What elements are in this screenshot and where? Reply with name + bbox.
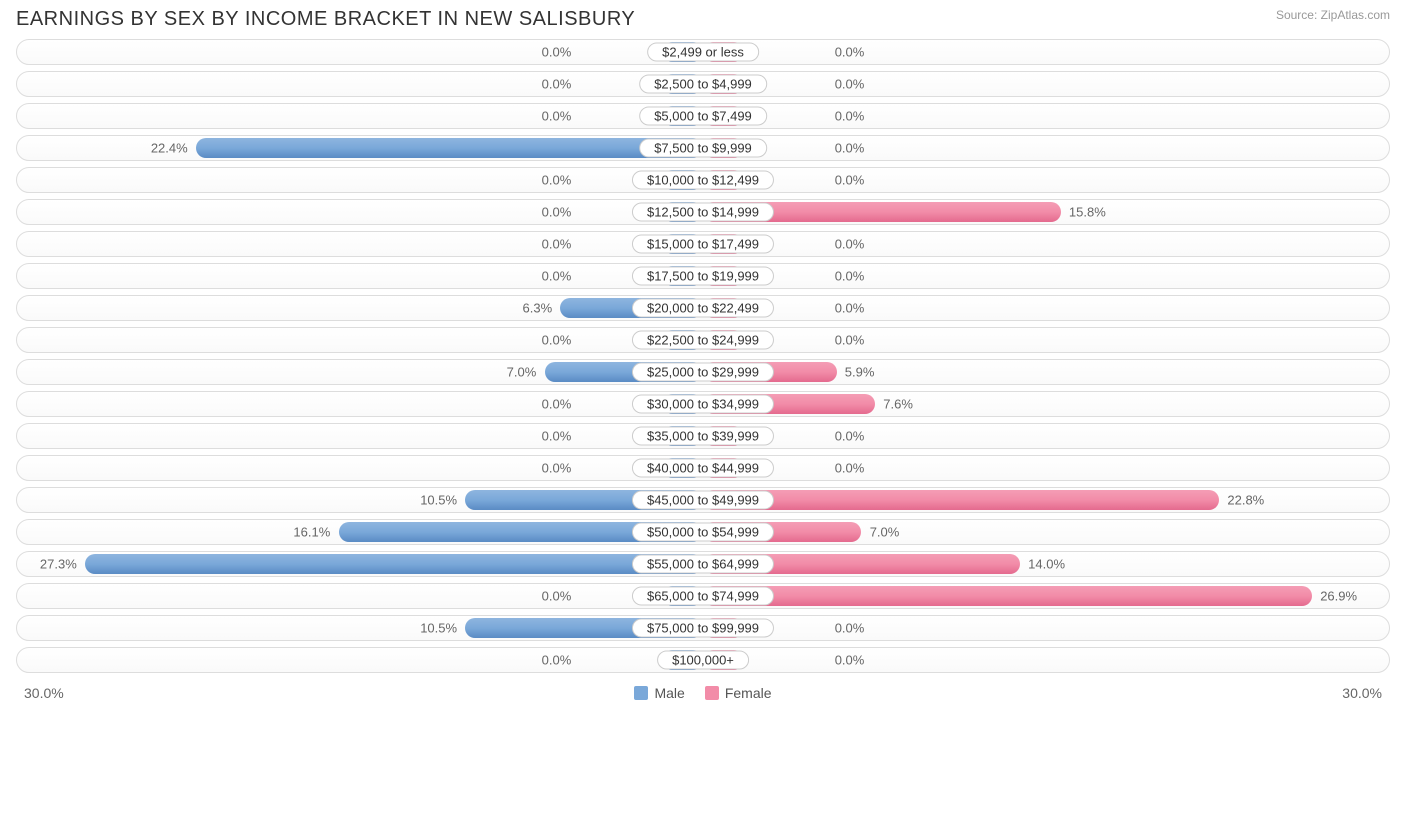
female-value: 5.9% xyxy=(845,365,875,380)
chart-row: $5,000 to $7,499 0.0% 0.0% xyxy=(16,103,1390,129)
chart-row: $35,000 to $39,999 0.0% 0.0% xyxy=(16,423,1390,449)
category-label: $15,000 to $17,499 xyxy=(632,235,774,254)
chart-row: $15,000 to $17,499 0.0% 0.0% xyxy=(16,231,1390,257)
chart-row: $40,000 to $44,999 0.0% 0.0% xyxy=(16,455,1390,481)
chart-row: $17,500 to $19,999 0.0% 0.0% xyxy=(16,263,1390,289)
female-value: 0.0% xyxy=(835,461,865,476)
legend-item: Male xyxy=(634,685,684,701)
female-value: 0.0% xyxy=(835,621,865,636)
category-label: $10,000 to $12,499 xyxy=(632,171,774,190)
male-value: 0.0% xyxy=(542,653,572,668)
category-label: $65,000 to $74,999 xyxy=(632,587,774,606)
chart-row: $25,000 to $29,999 7.0% 5.9% xyxy=(16,359,1390,385)
chart-row: $2,499 or less 0.0% 0.0% xyxy=(16,39,1390,65)
chart-row: $75,000 to $99,999 10.5% 0.0% xyxy=(16,615,1390,641)
category-label: $55,000 to $64,999 xyxy=(632,555,774,574)
legend-item: Female xyxy=(705,685,772,701)
axis-max-left: 30.0% xyxy=(24,685,64,701)
male-value: 0.0% xyxy=(542,589,572,604)
female-value: 22.8% xyxy=(1227,493,1264,508)
female-value: 0.0% xyxy=(835,269,865,284)
female-value: 0.0% xyxy=(835,77,865,92)
chart-source: Source: ZipAtlas.com xyxy=(1276,8,1390,22)
male-value: 0.0% xyxy=(542,461,572,476)
male-value: 0.0% xyxy=(542,205,572,220)
female-value: 26.9% xyxy=(1320,589,1357,604)
category-label: $2,499 or less xyxy=(647,43,759,62)
female-value: 0.0% xyxy=(835,237,865,252)
legend-swatch xyxy=(634,686,648,700)
category-label: $7,500 to $9,999 xyxy=(639,139,767,158)
female-value: 0.0% xyxy=(835,301,865,316)
male-value: 0.0% xyxy=(542,45,572,60)
chart-row: $2,500 to $4,999 0.0% 0.0% xyxy=(16,71,1390,97)
male-value: 0.0% xyxy=(542,109,572,124)
chart-area: $2,499 or less 0.0% 0.0% $2,500 to $4,999 0.… xyxy=(0,35,1406,673)
female-value: 7.6% xyxy=(883,397,913,412)
category-label: $2,500 to $4,999 xyxy=(639,75,767,94)
chart-row: $55,000 to $64,999 27.3% 14.0% xyxy=(16,551,1390,577)
female-value: 15.8% xyxy=(1069,205,1106,220)
female-bar xyxy=(703,586,1312,606)
female-value: 0.0% xyxy=(835,45,865,60)
male-value: 6.3% xyxy=(523,301,553,316)
axis-max-right: 30.0% xyxy=(1342,685,1382,701)
male-value: 16.1% xyxy=(293,525,330,540)
legend-label: Female xyxy=(725,685,772,701)
chart-row: $7,500 to $9,999 22.4% 0.0% xyxy=(16,135,1390,161)
female-value: 0.0% xyxy=(835,429,865,444)
category-label: $22,500 to $24,999 xyxy=(632,331,774,350)
category-label: $35,000 to $39,999 xyxy=(632,427,774,446)
category-label: $12,500 to $14,999 xyxy=(632,203,774,222)
male-value: 0.0% xyxy=(542,269,572,284)
legend: Male Female xyxy=(634,685,771,701)
male-value: 0.0% xyxy=(542,77,572,92)
chart-title: EARNINGS BY SEX BY INCOME BRACKET IN NEW… xyxy=(16,8,635,31)
category-label: $40,000 to $44,999 xyxy=(632,459,774,478)
chart-row: $100,000+ 0.0% 0.0% xyxy=(16,647,1390,673)
female-value: 0.0% xyxy=(835,173,865,188)
chart-row: $45,000 to $49,999 10.5% 22.8% xyxy=(16,487,1390,513)
category-label: $100,000+ xyxy=(657,651,749,670)
chart-row: $50,000 to $54,999 16.1% 7.0% xyxy=(16,519,1390,545)
female-bar xyxy=(703,490,1219,510)
legend-label: Male xyxy=(654,685,684,701)
female-value: 0.0% xyxy=(835,333,865,348)
male-value: 0.0% xyxy=(542,173,572,188)
male-value: 0.0% xyxy=(542,237,572,252)
category-label: $17,500 to $19,999 xyxy=(632,267,774,286)
male-value: 22.4% xyxy=(151,141,188,156)
female-value: 0.0% xyxy=(835,653,865,668)
male-value: 27.3% xyxy=(40,557,77,572)
chart-row: $65,000 to $74,999 0.0% 26.9% xyxy=(16,583,1390,609)
chart-row: $20,000 to $22,499 6.3% 0.0% xyxy=(16,295,1390,321)
category-label: $30,000 to $34,999 xyxy=(632,395,774,414)
male-bar xyxy=(196,138,703,158)
chart-row: $10,000 to $12,499 0.0% 0.0% xyxy=(16,167,1390,193)
legend-swatch xyxy=(705,686,719,700)
female-value: 7.0% xyxy=(870,525,900,540)
male-value: 10.5% xyxy=(420,621,457,636)
chart-footer: 30.0% Male Female 30.0% xyxy=(0,679,1406,701)
female-value: 14.0% xyxy=(1028,557,1065,572)
male-value: 7.0% xyxy=(507,365,537,380)
chart-row: $12,500 to $14,999 0.0% 15.8% xyxy=(16,199,1390,225)
chart-row: $30,000 to $34,999 0.0% 7.6% xyxy=(16,391,1390,417)
male-value: 0.0% xyxy=(542,397,572,412)
female-value: 0.0% xyxy=(835,109,865,124)
category-label: $45,000 to $49,999 xyxy=(632,491,774,510)
category-label: $50,000 to $54,999 xyxy=(632,523,774,542)
male-value: 0.0% xyxy=(542,333,572,348)
female-value: 0.0% xyxy=(835,141,865,156)
chart-row: $22,500 to $24,999 0.0% 0.0% xyxy=(16,327,1390,353)
male-value: 0.0% xyxy=(542,429,572,444)
category-label: $25,000 to $29,999 xyxy=(632,363,774,382)
male-bar xyxy=(85,554,703,574)
chart-header: EARNINGS BY SEX BY INCOME BRACKET IN NEW… xyxy=(0,0,1406,35)
category-label: $20,000 to $22,499 xyxy=(632,299,774,318)
category-label: $5,000 to $7,499 xyxy=(639,107,767,126)
category-label: $75,000 to $99,999 xyxy=(632,619,774,638)
male-value: 10.5% xyxy=(420,493,457,508)
